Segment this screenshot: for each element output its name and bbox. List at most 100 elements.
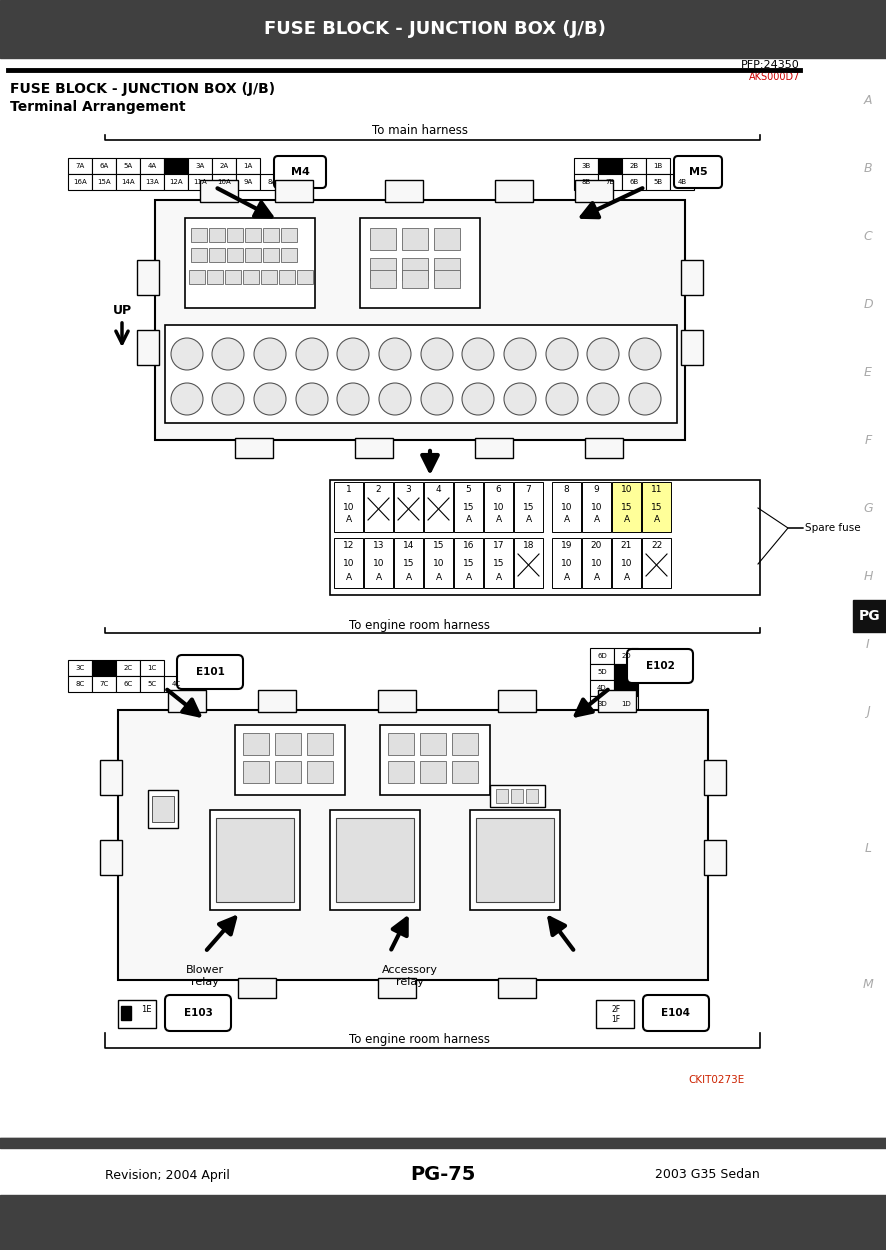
Ellipse shape <box>212 338 244 370</box>
Bar <box>621 174 645 190</box>
Text: A: A <box>593 515 599 525</box>
Text: 10: 10 <box>493 504 503 512</box>
Bar <box>227 228 243 242</box>
Text: 3: 3 <box>405 485 411 494</box>
Bar <box>68 158 92 174</box>
Bar <box>210 810 299 910</box>
Text: FUSE BLOCK - JUNCTION BOX (J/B): FUSE BLOCK - JUNCTION BOX (J/B) <box>10 82 275 96</box>
Text: C: C <box>863 230 872 242</box>
Bar <box>369 270 395 288</box>
Text: L: L <box>864 841 871 855</box>
Text: To main harness: To main harness <box>371 124 468 136</box>
Text: 10: 10 <box>342 560 354 569</box>
Bar <box>279 270 295 284</box>
Bar <box>703 760 725 795</box>
Bar <box>363 482 392 532</box>
Text: 15: 15 <box>522 504 533 512</box>
Bar <box>185 217 315 308</box>
Text: PG: PG <box>859 609 880 622</box>
Text: D: D <box>862 298 872 310</box>
Bar <box>92 676 116 692</box>
Text: 9: 9 <box>593 485 599 494</box>
Ellipse shape <box>337 382 369 415</box>
Bar <box>581 538 610 588</box>
Text: 2A: 2A <box>219 162 229 169</box>
Text: E104: E104 <box>661 1008 689 1018</box>
Bar <box>334 538 362 588</box>
Bar <box>645 158 669 174</box>
Text: 21: 21 <box>620 540 632 550</box>
Text: 11: 11 <box>650 485 662 494</box>
Text: M: M <box>862 978 873 990</box>
Bar <box>387 761 414 782</box>
Bar <box>152 796 174 822</box>
Bar <box>235 438 273 458</box>
Bar <box>597 158 621 174</box>
Bar <box>237 978 276 998</box>
Bar <box>551 538 580 588</box>
Bar <box>136 330 159 365</box>
Bar <box>497 690 535 712</box>
Bar <box>513 482 542 532</box>
Text: 10: 10 <box>342 504 354 512</box>
Bar <box>68 660 92 676</box>
Text: A: A <box>653 515 659 525</box>
Text: 15A: 15A <box>97 179 111 185</box>
Bar <box>0 1138 886 1148</box>
Bar <box>164 174 188 190</box>
Text: A: A <box>375 572 381 581</box>
Text: 11A: 11A <box>193 179 206 185</box>
Bar <box>401 270 428 288</box>
Bar <box>433 228 460 250</box>
Text: 4A: 4A <box>147 162 157 169</box>
Text: 5C: 5C <box>147 681 157 688</box>
Bar <box>307 761 332 782</box>
Bar <box>140 676 164 692</box>
Bar <box>281 248 297 262</box>
Text: 15: 15 <box>493 560 503 569</box>
Bar <box>669 174 693 190</box>
Bar <box>190 248 206 262</box>
Text: 7A: 7A <box>75 162 84 169</box>
Text: 16A: 16A <box>73 179 87 185</box>
Bar <box>385 180 423 203</box>
FancyBboxPatch shape <box>177 655 243 689</box>
Ellipse shape <box>171 338 203 370</box>
Bar <box>140 158 164 174</box>
Text: 10: 10 <box>432 560 444 569</box>
Text: E: E <box>863 365 871 379</box>
Bar <box>245 228 260 242</box>
Bar <box>420 761 446 782</box>
Bar <box>297 270 313 284</box>
Text: 19: 19 <box>560 540 571 550</box>
Text: 13: 13 <box>372 540 384 550</box>
Bar <box>852 600 886 632</box>
Bar <box>621 158 645 174</box>
Text: 6: 6 <box>495 485 501 494</box>
Bar <box>243 732 268 755</box>
Ellipse shape <box>421 338 453 370</box>
Text: CKIT0273E: CKIT0273E <box>688 1075 744 1085</box>
Bar <box>68 676 92 692</box>
Bar <box>433 258 460 280</box>
Text: A: A <box>863 94 871 106</box>
Text: 12: 12 <box>342 540 354 550</box>
Bar <box>645 174 669 190</box>
Bar <box>495 789 508 802</box>
Bar <box>680 260 703 295</box>
FancyBboxPatch shape <box>626 649 692 682</box>
Bar <box>401 228 428 250</box>
Bar <box>611 482 641 532</box>
Text: 18: 18 <box>522 540 533 550</box>
Bar <box>263 248 279 262</box>
Text: Terminal Arrangement: Terminal Arrangement <box>10 100 185 114</box>
Bar <box>235 725 345 795</box>
Ellipse shape <box>337 338 369 370</box>
Bar <box>212 158 236 174</box>
Bar <box>510 789 523 802</box>
Ellipse shape <box>253 338 285 370</box>
Bar <box>336 818 414 902</box>
Text: 7B: 7B <box>604 179 614 185</box>
Text: Spare fuse: Spare fuse <box>804 522 859 532</box>
Bar <box>263 228 279 242</box>
